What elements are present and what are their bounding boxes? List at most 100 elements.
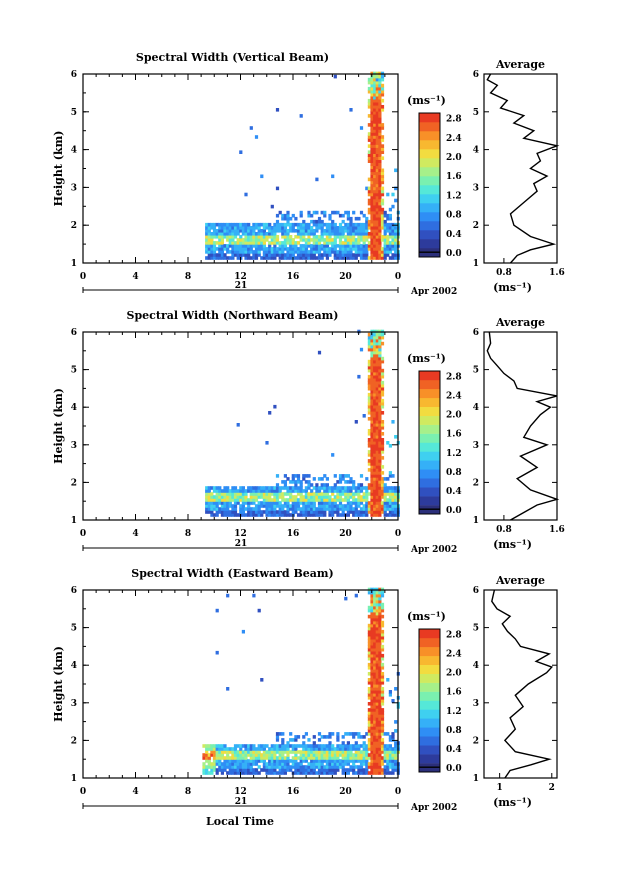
heatmap-cell	[380, 768, 385, 772]
heatmap-cell	[373, 98, 377, 103]
heatmap-cell	[323, 501, 327, 505]
heatmap-cell	[283, 480, 287, 484]
heatmap-cell	[281, 222, 285, 227]
heatmap-cell	[357, 504, 361, 508]
heatmap-cell	[226, 762, 230, 766]
heatmap-cell	[370, 395, 374, 400]
heatmap-cell	[244, 253, 248, 257]
heatmap-cell	[391, 753, 395, 757]
heatmap-cell	[323, 232, 327, 236]
heatmap-cell	[367, 653, 371, 658]
heatmap-cell	[325, 495, 329, 499]
heatmap-cell	[386, 250, 390, 254]
heatmap-cell	[215, 253, 219, 257]
heatmap-cell	[373, 672, 377, 676]
heatmap-cell	[367, 638, 371, 643]
heatmap-cell	[260, 486, 264, 490]
heatmap-cell	[215, 241, 219, 245]
heatmap-cell	[278, 747, 282, 751]
heatmap-cell	[341, 510, 345, 514]
heatmap-cell	[370, 501, 374, 505]
heatmap-cell	[205, 498, 209, 502]
heatmap-cell	[359, 498, 364, 502]
colorbar-swatch	[419, 496, 440, 506]
heatmap-cell	[373, 162, 377, 167]
heatmap-cell	[394, 720, 398, 724]
heatmap-cell	[265, 753, 269, 757]
heatmap-cell	[320, 219, 324, 224]
heatmap-cell	[338, 489, 343, 493]
heatmap-cell	[375, 168, 379, 173]
heatmap-cell	[333, 250, 337, 254]
heatmap-cell	[357, 771, 361, 775]
heatmap-cell	[215, 756, 219, 760]
heatmap-cell	[254, 250, 259, 254]
heatmap-cell	[336, 750, 340, 754]
heatmap-cell	[346, 504, 350, 508]
colorbar-tick-label: 0.0	[446, 249, 462, 259]
heatmap-cell	[336, 513, 340, 517]
heatmap-cell	[359, 250, 364, 254]
heatmap-cell	[380, 438, 385, 442]
heatmap-cell	[352, 229, 356, 233]
heatmap-cell	[294, 501, 298, 505]
heatmap-cell	[317, 747, 322, 751]
heatmap-cell	[370, 213, 374, 218]
heatmap-cell	[378, 471, 382, 475]
colorbar-swatch	[419, 140, 440, 150]
heatmap-cell	[344, 744, 348, 748]
heatmap-cell	[362, 768, 366, 772]
heatmap-cell	[370, 708, 374, 712]
heatmap-cell	[239, 226, 243, 230]
heatmap-cell	[383, 513, 387, 517]
heatmap-cell	[373, 156, 377, 160]
heatmap-cell	[226, 256, 230, 260]
heatmap-cell	[386, 732, 390, 736]
heatmap-cell	[375, 356, 379, 361]
heatmap-cell	[373, 732, 377, 736]
heatmap-cell	[373, 171, 377, 176]
heatmap-cell	[349, 768, 353, 772]
heatmap-cell	[373, 602, 377, 607]
heatmap-cell	[341, 492, 345, 496]
heatmap-cell	[275, 213, 280, 218]
heatmap-cell	[278, 222, 282, 227]
heatmap-cell	[223, 226, 227, 230]
heatmap-cell	[394, 244, 398, 248]
heatmap-cell	[223, 256, 227, 260]
heatmap-cell	[325, 241, 329, 245]
heatmap-cell	[375, 174, 379, 179]
heatmap-cell	[205, 750, 209, 754]
heatmap-cell	[294, 498, 298, 502]
heatmap-cell	[378, 117, 382, 121]
heatmap-cell	[373, 747, 377, 751]
heatmap-cell	[223, 744, 227, 748]
heatmap-cell	[323, 765, 327, 769]
y-axis-label: Height (km)	[52, 388, 65, 464]
heatmap-cell	[252, 222, 256, 227]
heatmap-cell	[304, 507, 308, 511]
heatmap-cell	[283, 222, 287, 227]
heatmap-cell	[212, 226, 217, 230]
heatmap-cell	[359, 244, 364, 248]
heatmap-cell	[302, 226, 306, 230]
heatmap-cell	[233, 253, 238, 257]
heatmap-cell	[378, 486, 382, 490]
heatmap-cell	[265, 507, 269, 511]
heatmap-cell	[275, 253, 280, 257]
heatmap-cell	[370, 432, 374, 436]
heatmap-cell	[370, 356, 374, 361]
heatmap-cell	[325, 768, 329, 772]
heatmap-cell	[367, 241, 371, 245]
heatmap-cell	[328, 759, 332, 763]
heatmap-cell	[378, 717, 382, 721]
heatmap-cell	[207, 756, 211, 760]
heatmap-cell	[344, 489, 348, 493]
heatmap-cell	[317, 486, 322, 490]
heatmap-cell	[367, 232, 371, 236]
heatmap-cell	[304, 495, 308, 499]
heatmap-cell	[370, 219, 374, 224]
heatmap-cell	[233, 247, 238, 251]
colorbar-tick-label: 2.4	[446, 134, 462, 144]
average-profile-line	[491, 589, 554, 779]
